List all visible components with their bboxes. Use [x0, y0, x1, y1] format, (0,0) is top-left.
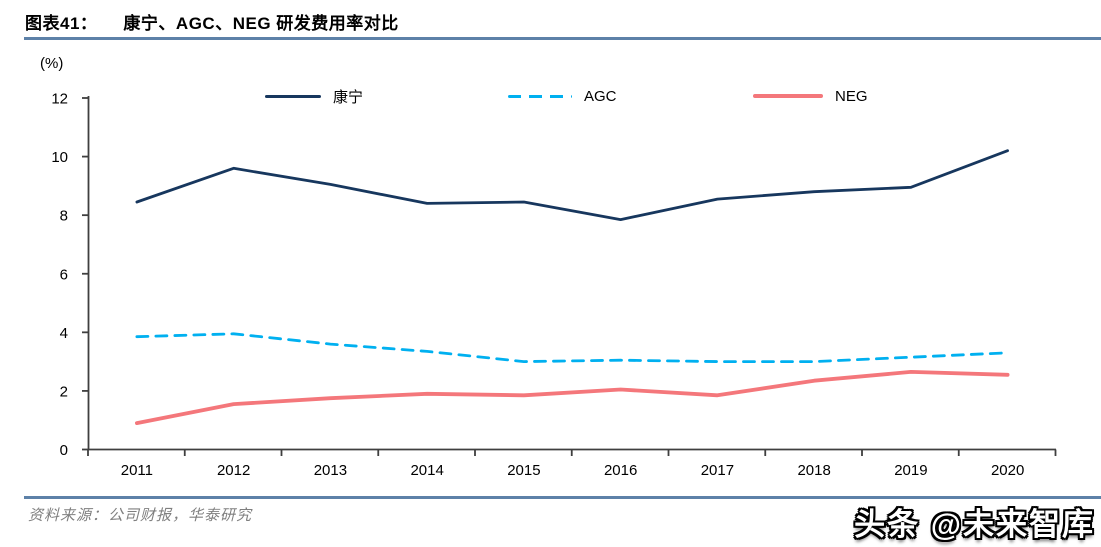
neg-line-sample [753, 94, 823, 98]
legend-label-neg: NEG [835, 87, 868, 105]
series-lines [134, 149, 1010, 426]
legend-item-corning: 康宁 [265, 86, 363, 106]
x-axis-label: 2017 [701, 462, 734, 479]
y-axis-label: 6 [60, 266, 68, 283]
x-axis-label: 2013 [314, 462, 347, 479]
x-axis-label: 2019 [894, 462, 927, 479]
y-axis-labels: 0 2 4 6 8 10 12 [51, 91, 68, 460]
x-axis-label: 2016 [604, 462, 637, 479]
y-axis-label: 12 [51, 91, 68, 108]
x-axis-ticks [87, 449, 1057, 456]
y-axis-label: 8 [60, 208, 68, 225]
y-axis-label: 10 [51, 149, 68, 166]
legend-label-agc: AGC [584, 87, 617, 105]
y-axis-label: 2 [60, 383, 68, 400]
neg-line [134, 369, 1010, 426]
x-axis-label: 2020 [991, 462, 1024, 479]
y-axis-label: 0 [60, 442, 68, 459]
legend-label-corning: 康宁 [333, 88, 364, 106]
x-axis-label: 2014 [410, 462, 443, 479]
corning-line [135, 149, 1009, 222]
watermark: 头条 @未来智库 [854, 507, 1095, 542]
x-axis-labels: 2011 2012 2013 2014 2015 2016 2017 2018 2019 2020 [121, 462, 1025, 479]
figure-title: 康宁、AGC、NEG 研发费用率对比 [123, 14, 399, 33]
legend-item-neg: NEG [753, 86, 868, 106]
legend-item-agc: AGC [508, 86, 617, 106]
x-axis-label: 2015 [507, 462, 540, 479]
figure-header: 图表41： 康宁、AGC、NEG 研发费用率对比 [25, 9, 399, 34]
footer-divider [24, 496, 1101, 499]
figure-label: 图表41： [25, 14, 98, 33]
x-axis-label: 2018 [797, 462, 830, 479]
y-axis-label: 4 [60, 325, 68, 342]
title-divider [24, 37, 1101, 40]
corning-line-sample [265, 94, 321, 98]
x-axis-label: 2011 [121, 462, 153, 479]
agc-line [135, 332, 1009, 364]
y-axis-ticks [82, 97, 89, 451]
x-axis-label: 2012 [217, 462, 250, 479]
y-axis-unit: (%) [40, 55, 63, 72]
agc-line-sample [508, 94, 572, 98]
source-note: 资料来源：公司财报，华泰研究 [28, 508, 253, 524]
